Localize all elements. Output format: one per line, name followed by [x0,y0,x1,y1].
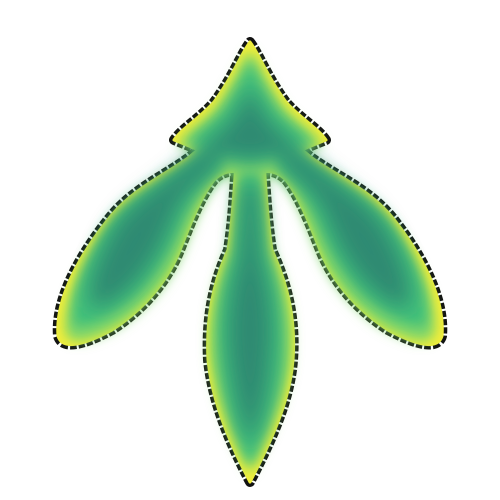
top-stem-core [204,84,296,160]
shape-core-fill [90,84,410,446]
right-lobe-core [272,130,410,308]
left-lobe-core [90,130,228,308]
center-lobe-core [228,185,272,446]
